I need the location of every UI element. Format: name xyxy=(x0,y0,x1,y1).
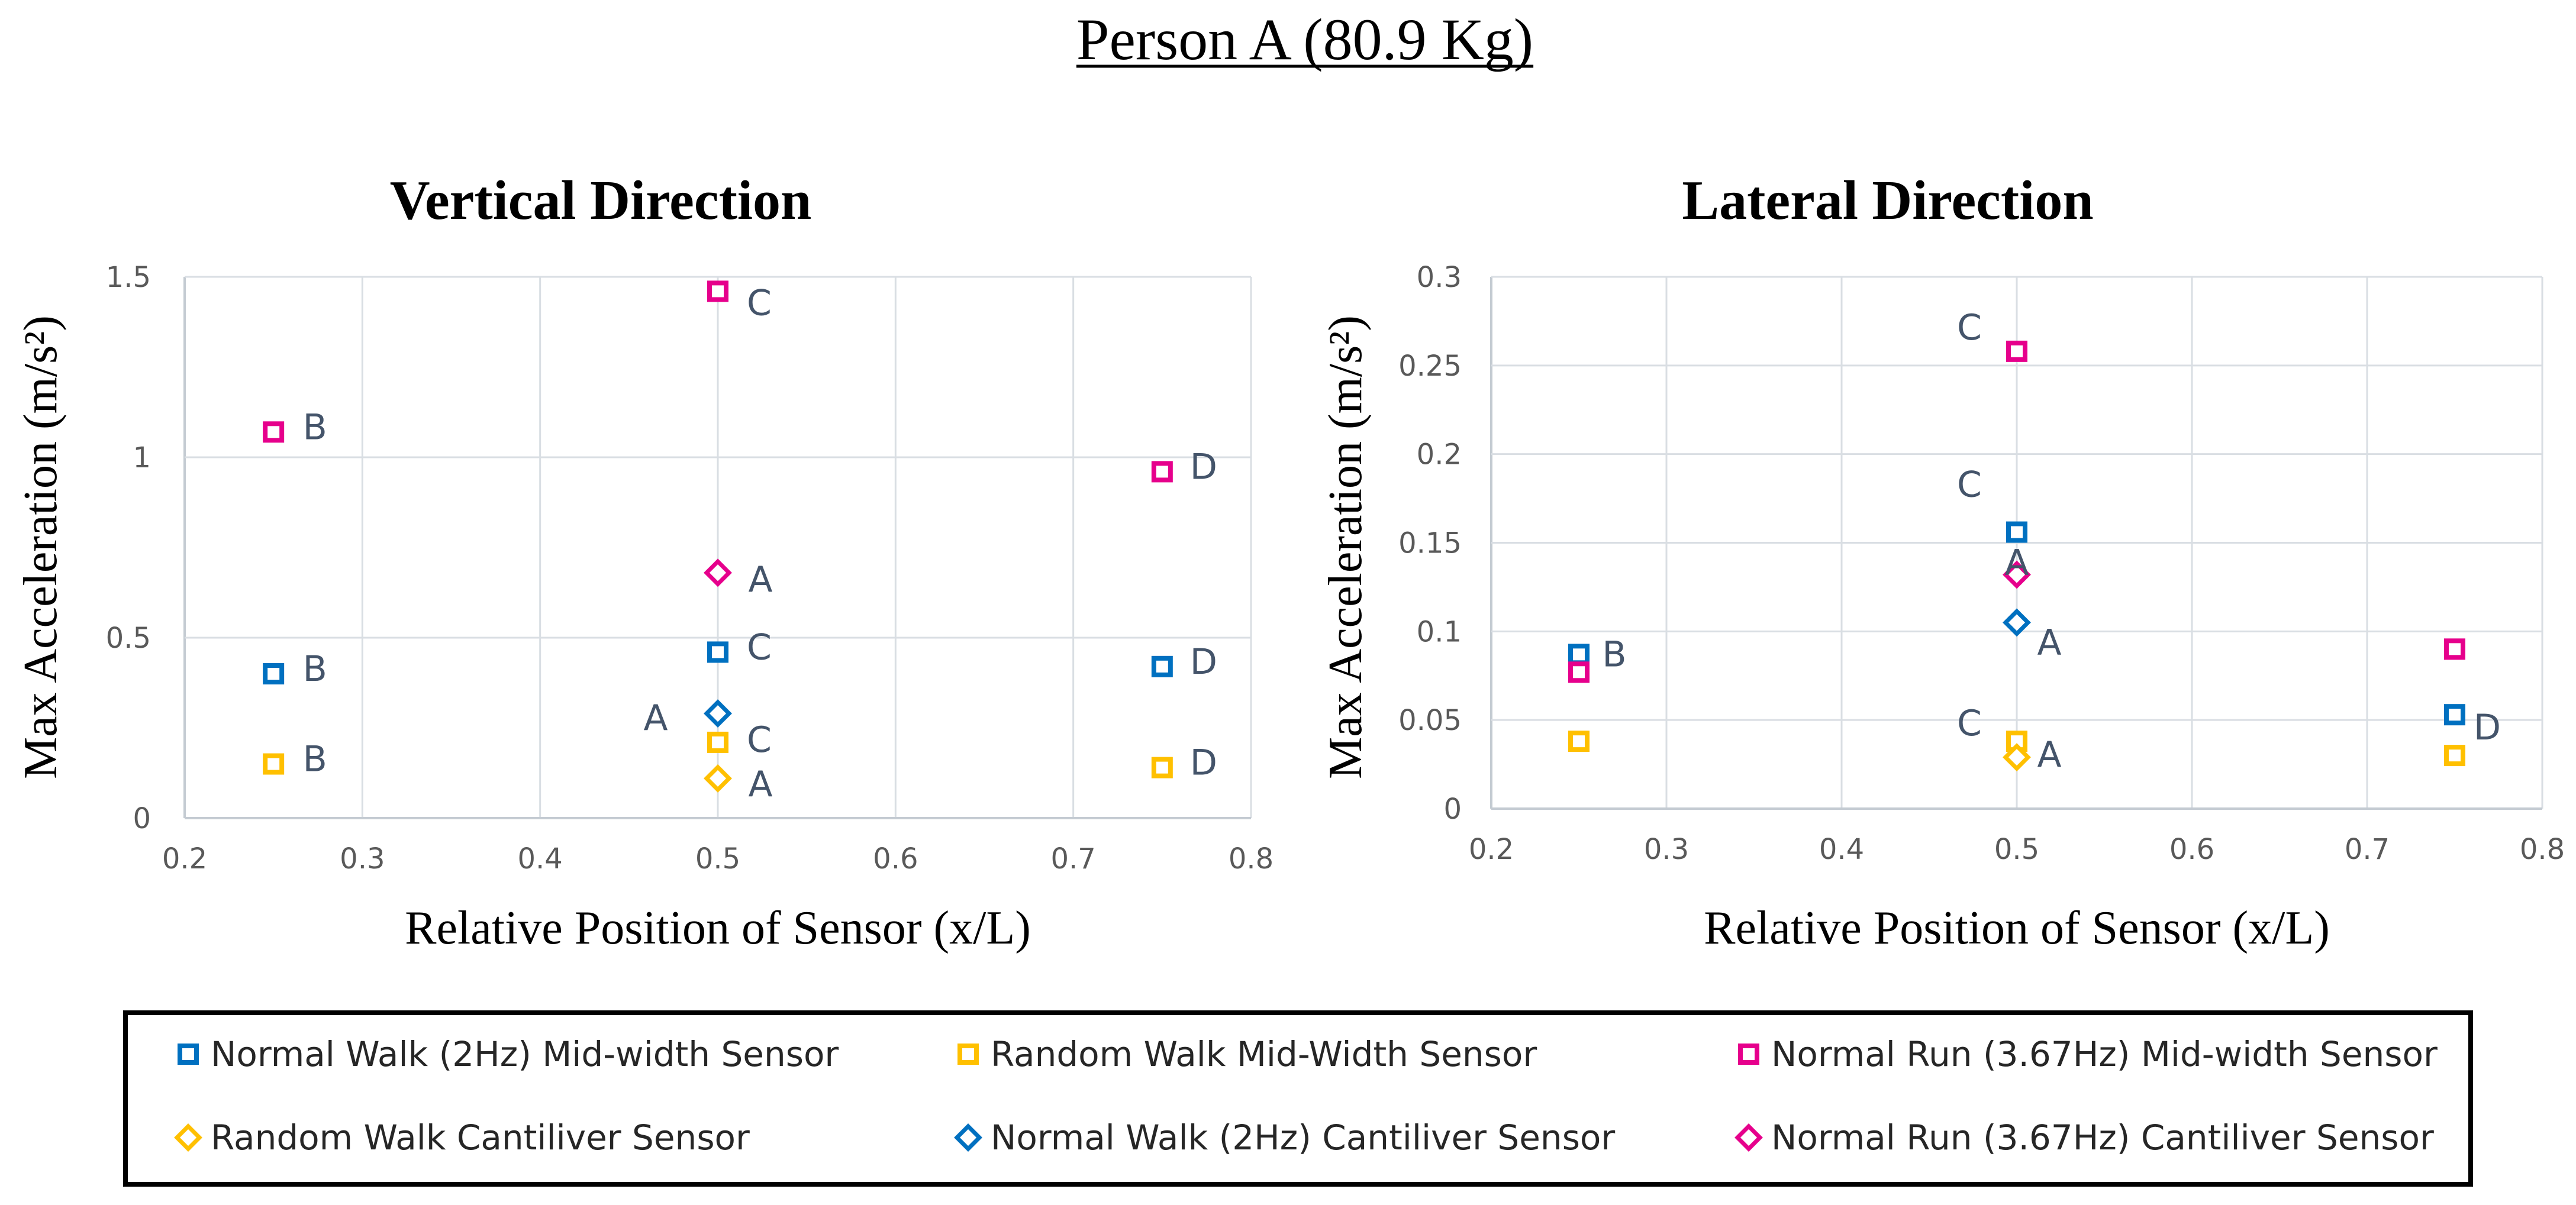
y-tick-label: 0.2 xyxy=(1417,438,1462,471)
data-point-normal-walk-2hz-mid-width-sensor xyxy=(707,641,728,663)
legend-item-random-walk-cantiliver-sensor: Random Walk Cantiliver Sensor xyxy=(174,1117,750,1158)
data-point-normal-run-3-67hz-mid-width-sensor xyxy=(2006,340,2027,362)
point-label: C xyxy=(747,626,772,668)
data-point-normal-walk-2hz-mid-width-sensor xyxy=(2444,704,2465,726)
x-tick-label: 0.6 xyxy=(873,842,918,876)
point-label: C xyxy=(747,282,772,324)
legend-marker xyxy=(954,1123,982,1152)
x-tick-label: 0.3 xyxy=(1644,833,1689,866)
legend-item-normal-walk-2hz-mid-width-sensor: Normal Walk (2Hz) Mid-width Sensor xyxy=(178,1034,839,1074)
y-tick-label: 1.5 xyxy=(106,261,151,294)
data-point-normal-run-3-67hz-cantiliver-sensor xyxy=(704,558,732,587)
x-tick-label: 0.5 xyxy=(695,842,740,876)
data-point-random-walk-mid-width-sensor xyxy=(1568,731,1590,752)
page-title: Person A (80.9 Kg) xyxy=(1076,7,1533,72)
legend-label: Random Walk Cantiliver Sensor xyxy=(211,1117,750,1158)
x-tick-label: 0.4 xyxy=(1819,833,1864,866)
y-tick-label: 0.5 xyxy=(106,622,151,655)
legend-marker xyxy=(178,1044,199,1065)
x-tick-label: 0.6 xyxy=(2169,833,2214,866)
point-label: C xyxy=(1957,307,1982,348)
x-tick-label: 0.3 xyxy=(340,842,385,876)
x-tick-label: 0.8 xyxy=(2520,833,2565,866)
x-tick-label: 0.8 xyxy=(1229,842,1274,876)
x-tick-label: 0.7 xyxy=(1050,842,1095,876)
data-point-random-walk-mid-width-sensor xyxy=(263,753,285,775)
point-label: A xyxy=(748,764,772,805)
y-axis-label: Max Acceleration (m/s²) xyxy=(15,315,67,779)
legend-box xyxy=(123,1010,2473,1187)
point-label: A xyxy=(643,697,668,739)
y-tick-label: 0 xyxy=(1443,793,1462,826)
point-label: A xyxy=(2037,622,2061,663)
y-tick-label: 0.25 xyxy=(1398,350,1462,383)
legend: Normal Walk (2Hz) Mid-width Sensor Random… xyxy=(123,1010,2473,1187)
x-axis-label: Relative Position of Sensor (x/L) xyxy=(405,902,1031,954)
legend-item-normal-run-3-67hz-cantiliver-sensor: Normal Run (3.67Hz) Cantiliver Sensor xyxy=(1734,1117,2434,1158)
legend-marker xyxy=(957,1044,979,1065)
data-point-normal-walk-2hz-mid-width-sensor xyxy=(2006,521,2027,543)
legend-item-normal-run-3-67hz-mid-width-sensor: Normal Run (3.67Hz) Mid-width Sensor xyxy=(1738,1034,2438,1074)
point-label: C xyxy=(1957,703,1982,744)
y-tick-label: 0 xyxy=(133,802,151,835)
data-point-random-walk-cantiliver-sensor xyxy=(704,764,732,793)
x-tick-label: 0.7 xyxy=(2345,833,2390,866)
data-point-normal-walk-2hz-cantiliver-sensor xyxy=(2003,608,2031,637)
legend-marker xyxy=(1738,1044,1759,1065)
data-point-normal-walk-2hz-mid-width-sensor xyxy=(1568,644,1590,666)
x-tick-label: 0.4 xyxy=(517,842,562,876)
data-point-normal-run-3-67hz-cantiliver-sensor xyxy=(2003,560,2031,589)
chart-title: Lateral Direction xyxy=(1682,170,2093,231)
legend-label: Normal Run (3.67Hz) Mid-width Sensor xyxy=(1771,1034,2438,1074)
legend-label: Normal Walk (2Hz) Mid-width Sensor xyxy=(211,1034,839,1074)
data-point-normal-run-3-67hz-mid-width-sensor xyxy=(263,421,285,443)
point-label: B xyxy=(303,648,327,690)
y-tick-label: 0.1 xyxy=(1417,615,1462,648)
y-tick-label: 1 xyxy=(133,441,151,474)
data-point-normal-run-3-67hz-mid-width-sensor xyxy=(1151,461,1173,483)
y-axis-label: Max Acceleration (m/s²) xyxy=(1320,315,1372,779)
legend-marker xyxy=(1734,1123,1763,1152)
data-point-normal-run-3-67hz-mid-width-sensor xyxy=(2444,638,2465,660)
legend-label: Normal Run (3.67Hz) Cantiliver Sensor xyxy=(1771,1117,2434,1158)
data-point-normal-walk-2hz-cantiliver-sensor xyxy=(704,699,732,728)
data-point-normal-run-3-67hz-mid-width-sensor xyxy=(707,280,728,302)
point-label: D xyxy=(1190,641,1217,683)
x-tick-label: 0.2 xyxy=(162,842,207,876)
point-label: A xyxy=(748,559,772,600)
data-point-random-walk-cantiliver-sensor xyxy=(2003,743,2031,772)
data-point-random-walk-mid-width-sensor xyxy=(1151,757,1173,778)
data-point-normal-run-3-67hz-mid-width-sensor xyxy=(1568,661,1590,683)
point-label: B xyxy=(303,406,327,448)
x-tick-label: 0.5 xyxy=(1994,833,2039,866)
legend-marker xyxy=(174,1123,202,1152)
vertical-direction-chart: 0.2 0.3 0.4 0.5 0.6 0.7 0.8 0 0.5 1 1.5 Vertical Di… xyxy=(15,170,1274,954)
data-point-normal-walk-2hz-mid-width-sensor xyxy=(263,663,285,684)
lateral-direction-chart: 0.2 0.3 0.4 0.5 0.6 0.7 0.8 0 0.05 0.1 0.15 0.2 0.25… xyxy=(1320,170,2565,954)
point-label: A xyxy=(2037,734,2061,776)
point-label: C xyxy=(747,719,772,761)
point-label: D xyxy=(1190,446,1217,487)
y-tick-label: 0.05 xyxy=(1398,704,1462,737)
y-tick-label: 0.3 xyxy=(1417,261,1462,294)
legend-label: Random Walk Mid-Width Sensor xyxy=(991,1034,1537,1074)
data-point-random-walk-mid-width-sensor xyxy=(707,731,728,753)
x-tick-label: 0.2 xyxy=(1469,833,1514,866)
point-label: B xyxy=(1602,634,1626,675)
point-label: D xyxy=(1190,742,1217,784)
point-label: B xyxy=(303,739,327,780)
point-label: D xyxy=(2474,707,2501,748)
chart-title: Vertical Direction xyxy=(390,170,812,231)
legend-item-random-walk-mid-width-sensor: Random Walk Mid-Width Sensor xyxy=(957,1034,1537,1074)
legend-label: Normal Walk (2Hz) Cantiliver Sensor xyxy=(991,1117,1615,1158)
legend-item-normal-walk-2hz-cantiliver-sensor: Normal Walk (2Hz) Cantiliver Sensor xyxy=(954,1117,1615,1158)
point-label: C xyxy=(1957,464,1982,506)
x-axis-label: Relative Position of Sensor (x/L) xyxy=(1704,902,2330,954)
data-point-normal-walk-2hz-mid-width-sensor xyxy=(1151,655,1173,677)
data-point-random-walk-mid-width-sensor xyxy=(2444,745,2465,767)
y-tick-label: 0.15 xyxy=(1398,527,1462,560)
point-label: A xyxy=(2004,542,2029,583)
